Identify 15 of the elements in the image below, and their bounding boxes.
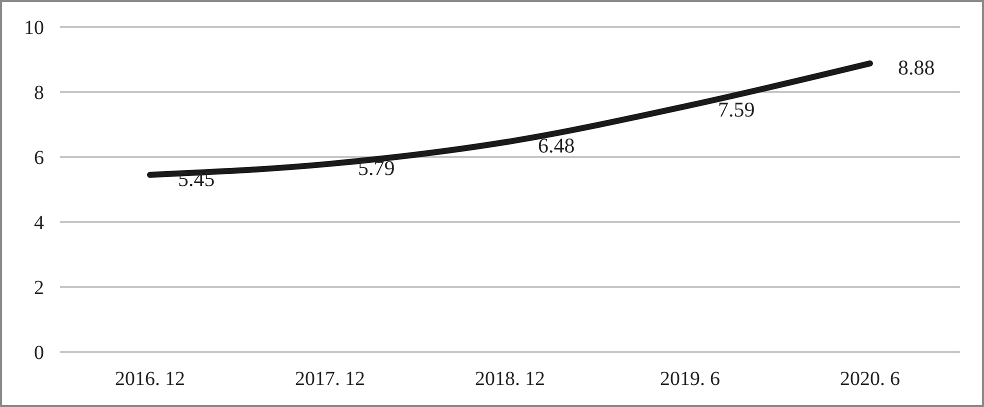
x-tick-label: 2020. 6: [840, 368, 900, 390]
y-tick-label: 2: [34, 277, 44, 299]
x-tick-label: 2018. 12: [475, 368, 545, 390]
data-label: 5.79: [358, 156, 395, 180]
y-tick-label: 6: [34, 147, 44, 169]
y-tick-label: 8: [34, 82, 44, 104]
data-label: 8.88: [898, 55, 935, 80]
x-tick-label: 2019. 6: [660, 368, 720, 390]
y-tick-label: 0: [34, 342, 44, 364]
y-tick-label: 10: [24, 17, 44, 39]
data-label: 6.48: [538, 133, 575, 158]
data-label: 7.59: [718, 97, 755, 122]
x-tick-label: 2017. 12: [295, 368, 365, 390]
x-tick-label: 2016. 12: [115, 368, 185, 390]
y-tick-label: 4: [34, 212, 44, 234]
